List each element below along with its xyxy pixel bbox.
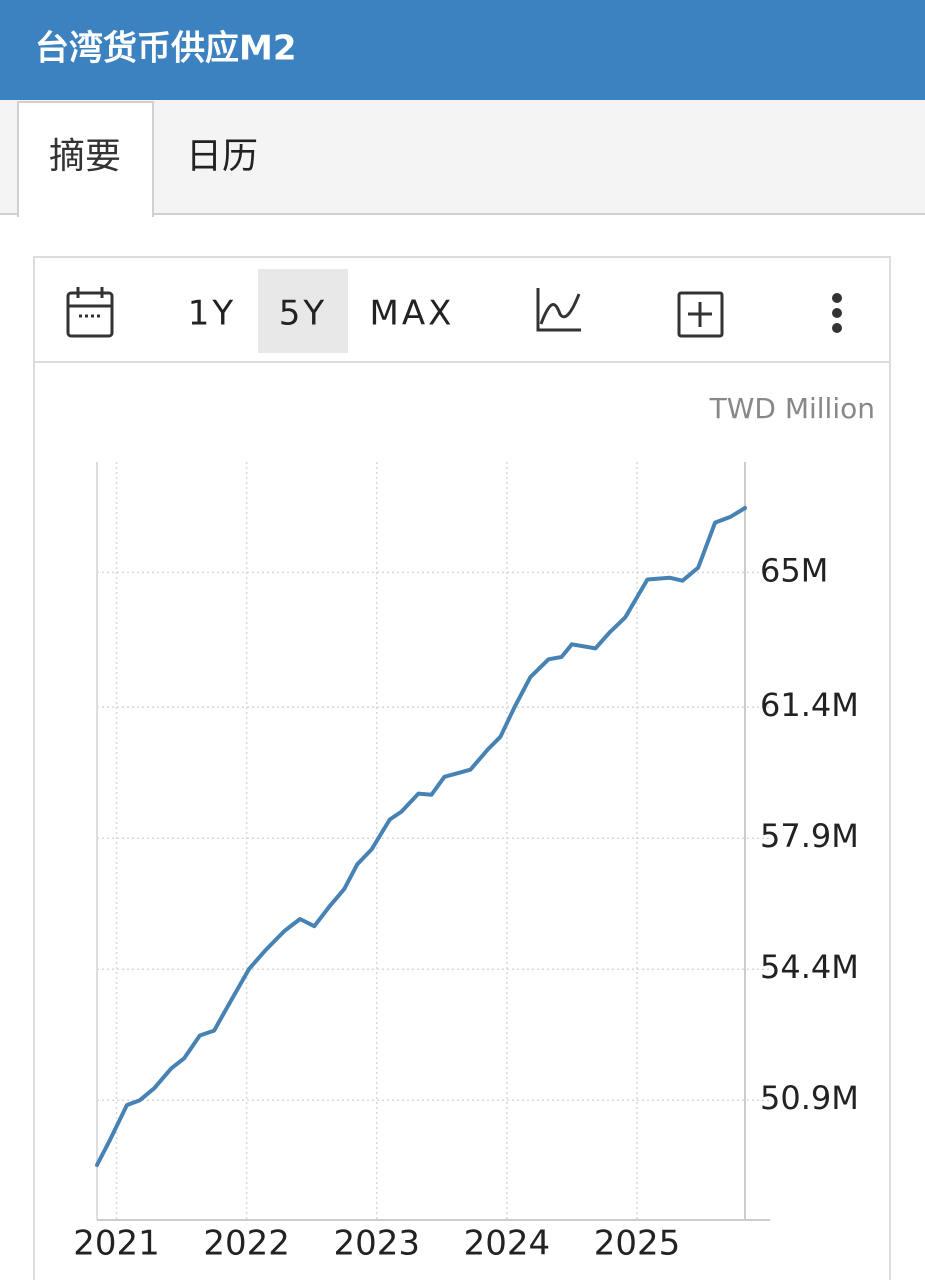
range-active xyxy=(258,269,348,353)
x-tick-label: 2024 xyxy=(464,1224,551,1264)
tab-active-cover xyxy=(19,210,152,218)
tab-bar xyxy=(0,100,925,215)
header-title: 台湾货币供应M2 xyxy=(35,29,297,69)
header-bar xyxy=(0,0,925,100)
more-icon[interactable] xyxy=(832,293,842,333)
chart-panel xyxy=(33,256,891,1280)
y-tick-label: 65M xyxy=(760,551,828,589)
x-tick-label: 2022 xyxy=(203,1224,290,1264)
y-tick-label: 61.4M xyxy=(760,686,859,724)
range-button[interactable]: 1Y xyxy=(188,294,236,334)
calendar-icon[interactable] xyxy=(66,287,114,338)
y-tick-label: 50.9M xyxy=(760,1079,859,1117)
range-button[interactable]: MAX xyxy=(370,294,455,334)
add-icon[interactable] xyxy=(677,291,724,338)
y-tick-label: 57.9M xyxy=(760,817,859,855)
y-tick-label: 54.4M xyxy=(760,948,859,986)
range-button[interactable]: 5Y xyxy=(279,294,327,334)
data-line xyxy=(95,506,747,1167)
plot: 2021 2022 2023 2024 2025 50.9M 54.4M 57.9M 61.4M… xyxy=(73,462,859,1264)
x-tick-label: 2025 xyxy=(594,1224,681,1264)
chart-type-icon[interactable] xyxy=(536,288,581,332)
tab[interactable]: 摘要 xyxy=(49,136,121,177)
tab[interactable]: 日历 xyxy=(186,136,258,177)
x-tick-label: 2023 xyxy=(333,1224,420,1264)
x-tick-label: 2021 xyxy=(73,1224,160,1264)
unit-label: TWD Million xyxy=(709,392,875,425)
